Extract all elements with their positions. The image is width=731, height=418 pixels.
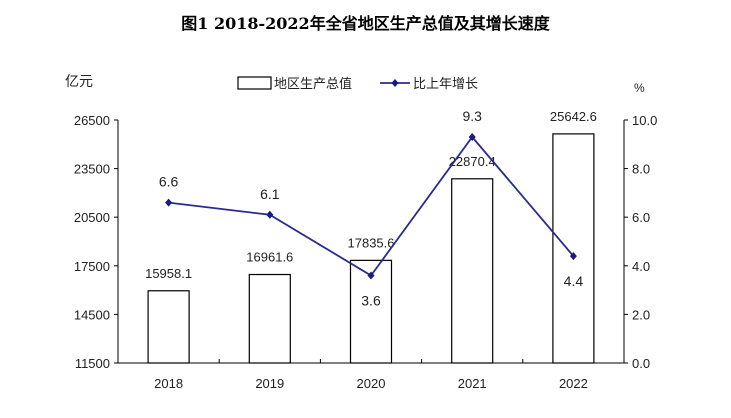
bar-2022	[552, 133, 595, 364]
legend-line-marker	[391, 79, 399, 87]
left-tick-label: 23500	[74, 162, 110, 177]
right-tick-label: 6.0	[632, 210, 650, 225]
line-label: 4.4	[564, 273, 584, 289]
left-tick-label: 11500	[75, 356, 110, 371]
left-tick-label: 26500	[74, 113, 110, 128]
left-axis-unit: 亿元	[65, 73, 93, 89]
legend-line-label: 比上年增长	[413, 76, 478, 91]
bar-label: 22870.4	[449, 154, 496, 169]
x-tick-label: 2021	[458, 376, 487, 391]
bar-label: 16961.6	[246, 250, 293, 265]
line-marker-2019	[266, 210, 274, 219]
bar-label: 25642.6	[550, 109, 597, 124]
bar-label: 15958.1	[145, 266, 192, 281]
growth-line	[168, 135, 575, 277]
left-tick-label: 17500	[74, 259, 110, 274]
right-tick-label: 2.0	[632, 307, 650, 322]
line-marker-2021	[468, 133, 476, 142]
left-tick-label: 14500	[74, 307, 110, 322]
line-marker-2018	[165, 198, 173, 207]
x-tick-label: 2018	[154, 376, 183, 391]
line-label: 6.6	[159, 174, 179, 190]
right-tick-label: 10.0	[632, 113, 657, 128]
bar-label: 17835.6	[348, 235, 395, 250]
legend-bar-label: 地区生产总值	[274, 76, 352, 91]
right-axis-unit: %	[634, 81, 645, 95]
line-marker-2020	[367, 271, 375, 280]
chart-title: 图1 2018-2022年全省地区生产总值及其增长速度	[181, 14, 550, 33]
line-marker-2022	[569, 252, 577, 261]
right-tick-label: 0.0	[632, 356, 650, 371]
line-label: 9.3	[462, 108, 482, 124]
bar-2021	[451, 178, 494, 364]
legend-bar-swatch	[237, 76, 272, 90]
line-label: 3.6	[361, 293, 381, 309]
x-tick-label: 2019	[255, 376, 284, 391]
x-tick-label: 2020	[357, 376, 386, 391]
right-tick-label: 8.0	[632, 162, 650, 177]
bar-2018	[147, 290, 190, 364]
bar-2019	[248, 273, 291, 364]
x-tick-label: 2022	[559, 376, 588, 391]
line-label: 6.1	[260, 186, 280, 202]
left-tick-label: 20500	[74, 210, 110, 225]
right-tick-label: 4.0	[632, 259, 650, 274]
